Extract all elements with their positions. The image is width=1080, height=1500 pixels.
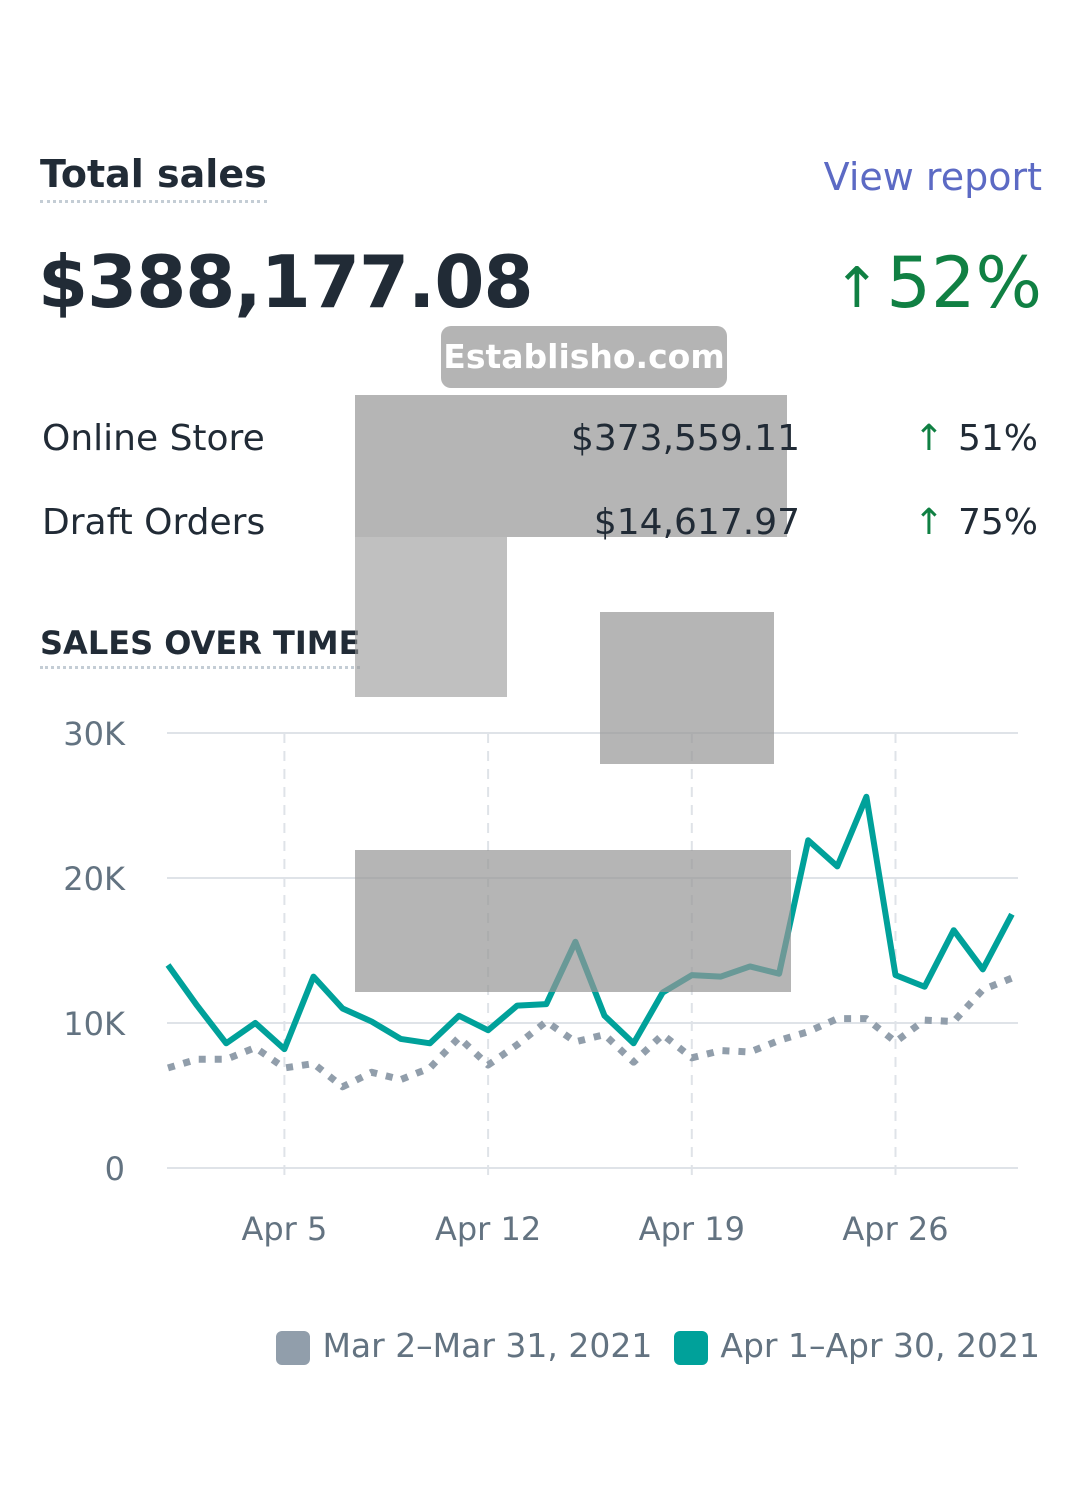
row-value: $373,559.11 bbox=[570, 418, 800, 459]
chart-title: SALES OVER TIME bbox=[40, 624, 361, 669]
total-sales-change: ↑52% bbox=[833, 242, 1042, 324]
x-tick-label: Apr 19 bbox=[639, 1210, 745, 1248]
row-value: $14,617.97 bbox=[593, 502, 800, 543]
y-tick-label: 30K bbox=[63, 715, 126, 753]
card-title: Total sales bbox=[40, 152, 267, 203]
arrow-up-icon: ↑ bbox=[833, 256, 881, 321]
row-label: Online Store bbox=[42, 418, 265, 459]
watermark-badge: Establisho.com bbox=[441, 326, 727, 388]
x-tick-label: Apr 26 bbox=[842, 1210, 948, 1248]
x-tick-label: Apr 5 bbox=[241, 1210, 327, 1248]
legend-item-previous[interactable]: Mar 2–Mar 31, 2021 bbox=[276, 1326, 652, 1365]
x-tick-label: Apr 12 bbox=[435, 1210, 541, 1248]
change-percent: 52% bbox=[886, 242, 1042, 324]
legend-item-current[interactable]: Apr 1–Apr 30, 2021 bbox=[674, 1326, 1040, 1365]
view-report-link[interactable]: View report bbox=[823, 155, 1042, 199]
row-change-value: 51% bbox=[957, 418, 1038, 459]
row-change-value: 75% bbox=[957, 502, 1038, 543]
arrow-up-icon: ↑ bbox=[913, 502, 944, 543]
arrow-up-icon: ↑ bbox=[913, 418, 944, 459]
row-change: ↑ 51% bbox=[914, 418, 1038, 459]
breakdown-row-online-store: Online Store $373,559.11 ↑ 51% bbox=[42, 418, 1038, 462]
row-label: Draft Orders bbox=[42, 502, 266, 543]
row-change: ↑ 75% bbox=[914, 502, 1038, 543]
series-line-previous bbox=[166, 974, 1014, 1091]
y-tick-label: 10K bbox=[63, 1005, 126, 1043]
watermark-shape bbox=[355, 395, 787, 537]
breakdown-row-draft-orders: Draft Orders $14,617.97 ↑ 75% bbox=[42, 502, 1038, 546]
chart-legend: Mar 2–Mar 31, 2021 Apr 1–Apr 30, 2021 bbox=[276, 1326, 1040, 1365]
watermark-shape bbox=[355, 537, 507, 697]
legend-swatch bbox=[674, 1330, 709, 1365]
y-tick-label: 20K bbox=[63, 860, 126, 898]
legend-label: Apr 1–Apr 30, 2021 bbox=[720, 1326, 1040, 1365]
sales-chart: 0 10K 20K 30K Apr 5 Apr 12 Apr 19 Apr 26 bbox=[63, 715, 1018, 1248]
watermark-shape bbox=[600, 612, 774, 764]
y-tick-label: 0 bbox=[105, 1150, 125, 1188]
legend-swatch bbox=[276, 1330, 311, 1365]
legend-label: Mar 2–Mar 31, 2021 bbox=[322, 1326, 653, 1365]
total-sales-value: $388,177.08 bbox=[38, 240, 534, 324]
watermark-shape bbox=[355, 850, 791, 992]
